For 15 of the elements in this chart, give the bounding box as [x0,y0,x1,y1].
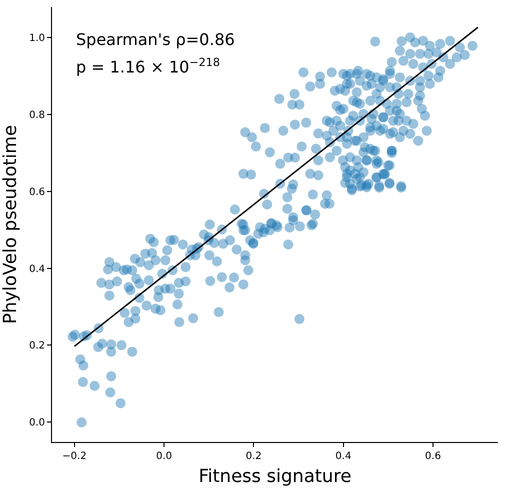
x-tick-label: −0.2 [62,451,87,462]
y-axis-title: PhyloVelo pseudotime [0,124,21,324]
x-tick-label: 0.2 [246,451,262,462]
x-tick-label: 0.0 [156,451,172,462]
y-tick-label: 1.0 [29,33,45,44]
x-tick-label: 0.6 [425,451,441,462]
y-tick-label: 0.2 [29,340,45,352]
x-axis-title: Fitness signature [198,466,352,488]
annotation: p = 1.16 × 10$^{−218}$ [76,56,220,77]
y-tick-label: 0.0 [29,418,45,429]
x-tick-label: 0.4 [335,451,352,462]
y-tick-label: 0.6 [29,186,45,198]
y-tick-label: 0.4 [29,264,45,275]
annotation: Spearman's ρ=0.86 [76,30,235,49]
y-tick-label: 0.8 [29,110,45,122]
